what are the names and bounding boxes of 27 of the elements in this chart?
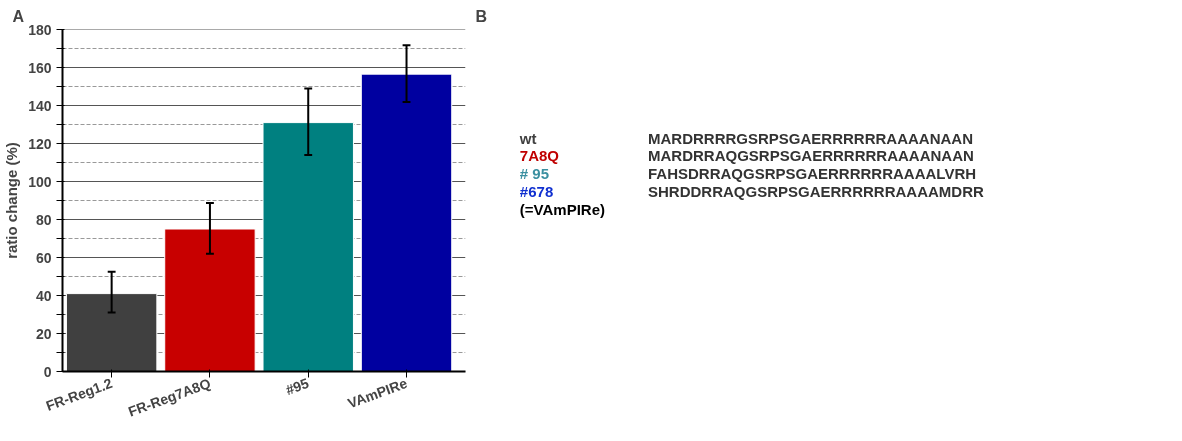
text: (=VAmPIRe) — [519, 200, 606, 218]
text: FAHSDRRAQGSRPSGAERRRRRRAAAALVRH — [648, 165, 977, 183]
y-tick-label: 180 — [28, 21, 52, 38]
text: SHRDDRRAQGSRPSGAERRRRRRAAAAMDRR — [648, 183, 984, 201]
y-tick-label: 0 — [43, 363, 52, 380]
bar — [360, 73, 453, 372]
text: MARDRRAQGSRPSGAERRRRRRAAAANAAN — [648, 147, 974, 165]
text: MARDRRRRGSRPSGAERRRRRRAAAANAAN — [648, 129, 973, 147]
bar — [262, 122, 354, 372]
y-axis-title: ratio change (%) — [3, 142, 21, 259]
bar — [65, 293, 158, 372]
text: 7A8Q — [519, 147, 560, 165]
x-tick-label: #95 — [283, 374, 312, 399]
text: B — [475, 7, 488, 25]
y-tick-label: 140 — [28, 97, 52, 114]
y-tick-label: 60 — [35, 249, 52, 266]
text: # 95 — [519, 165, 550, 183]
y-tick-label: 120 — [28, 135, 52, 152]
y-tick-label: 100 — [28, 173, 52, 190]
y-tick-label: 160 — [28, 59, 52, 76]
y-tick-label: 20 — [35, 325, 52, 342]
bar — [164, 228, 256, 372]
text: #678 — [519, 183, 554, 201]
y-tick-label: 40 — [35, 287, 52, 304]
y-tick-label: 80 — [35, 211, 52, 228]
text: wt — [518, 129, 537, 147]
chart-title: A — [12, 7, 25, 25]
